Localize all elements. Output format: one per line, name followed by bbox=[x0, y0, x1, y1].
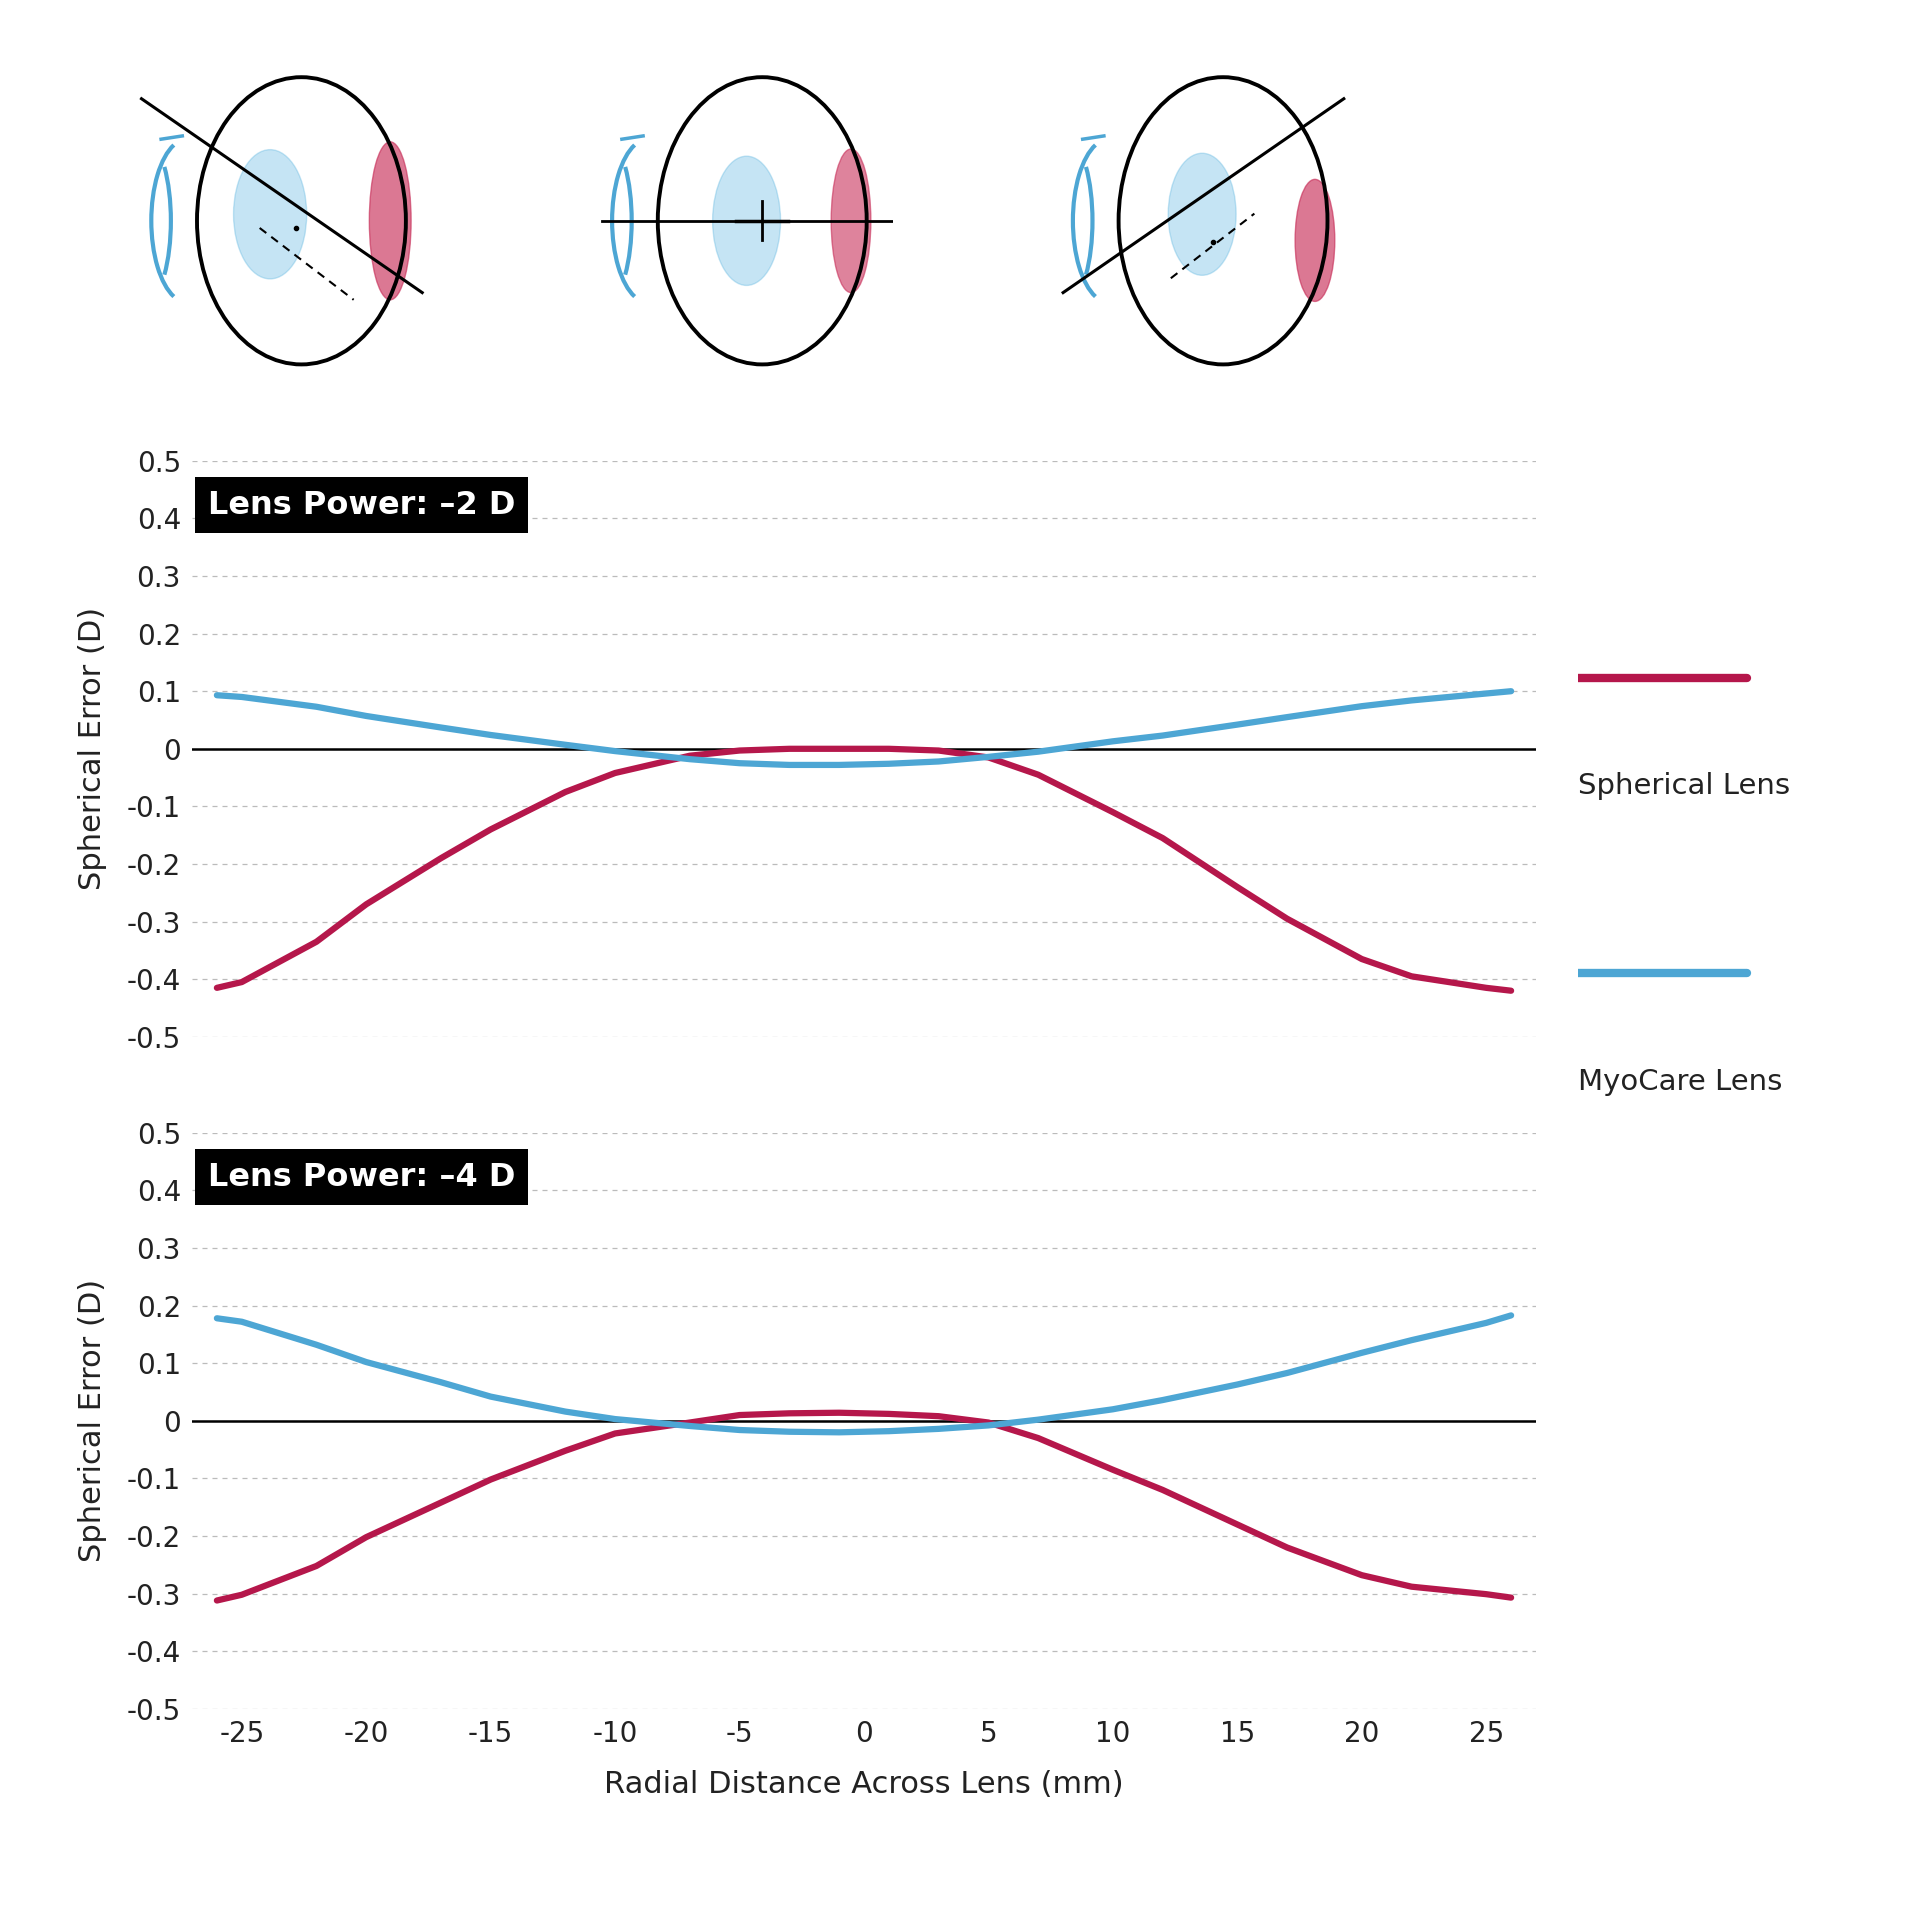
Ellipse shape bbox=[712, 156, 781, 286]
Ellipse shape bbox=[369, 142, 411, 300]
Ellipse shape bbox=[1167, 154, 1236, 275]
Ellipse shape bbox=[1296, 179, 1334, 301]
Ellipse shape bbox=[234, 150, 307, 278]
X-axis label: Radial Distance Across Lens (mm): Radial Distance Across Lens (mm) bbox=[605, 1770, 1123, 1799]
Text: Lens Power: –2 D: Lens Power: –2 D bbox=[207, 490, 515, 520]
Text: Lens Power: –4 D: Lens Power: –4 D bbox=[207, 1162, 515, 1192]
Text: Spherical Lens: Spherical Lens bbox=[1578, 772, 1789, 801]
Y-axis label: Spherical Error (D): Spherical Error (D) bbox=[79, 607, 108, 891]
Y-axis label: Spherical Error (D): Spherical Error (D) bbox=[79, 1279, 108, 1563]
Text: MyoCare Lens: MyoCare Lens bbox=[1578, 1068, 1782, 1096]
Ellipse shape bbox=[831, 150, 872, 292]
